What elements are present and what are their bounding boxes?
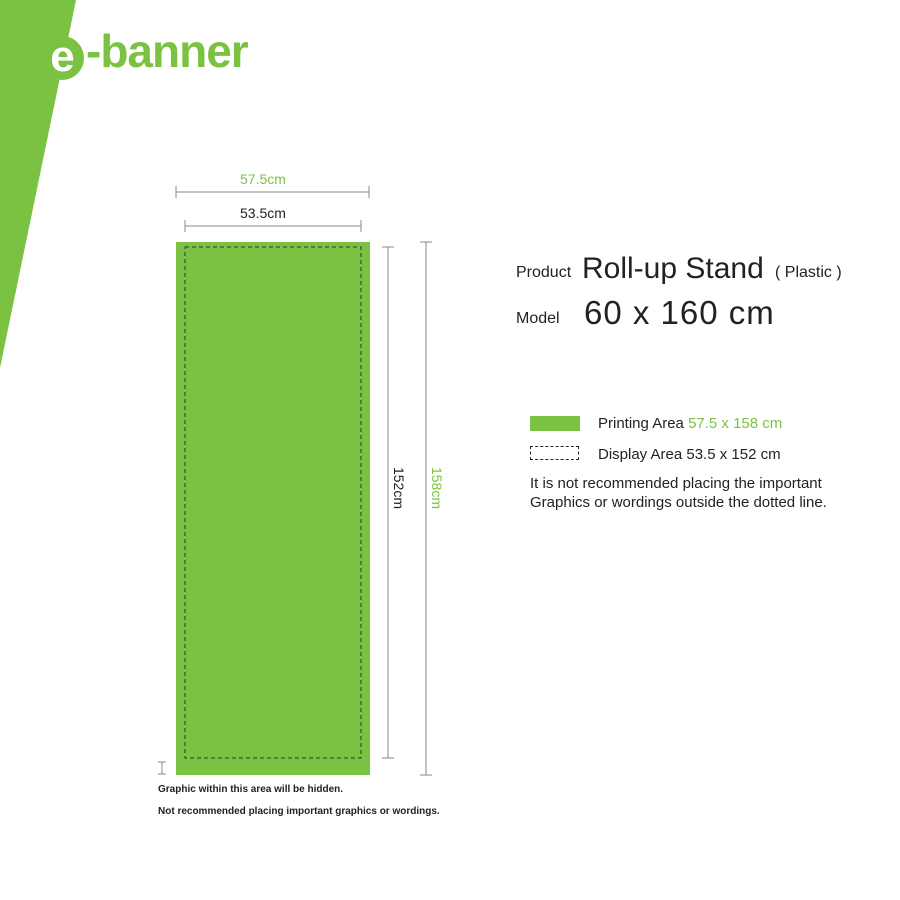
- printing-area-swatch: [530, 416, 580, 431]
- printing-area-legend: Printing Area 57.5 x 158 cm: [598, 415, 782, 432]
- model-label: Model: [516, 310, 560, 327]
- printing-area-legend-size: 57.5 x 158 cm: [688, 415, 783, 432]
- outer-height-label: 158cm: [429, 466, 445, 510]
- placement-note-line1: It is not recommended placing the import…: [530, 475, 822, 492]
- printing-area-legend-label: Printing Area: [598, 415, 684, 432]
- outer-width-label: 57.5cm: [240, 171, 286, 187]
- model-value: 60 x 160 cm: [584, 294, 775, 331]
- logo-text: -banner: [86, 25, 249, 77]
- display-area: [184, 246, 362, 759]
- brand-logo: e -banner: [40, 24, 249, 80]
- hidden-area-marker: [158, 761, 166, 775]
- outer-height-line: [420, 241, 432, 776]
- inner-height-line: [382, 246, 394, 759]
- hidden-area-note: Graphic within this area will be hidden.: [158, 784, 344, 795]
- product-label: Product: [516, 264, 572, 281]
- product-material: ( Plastic ): [775, 264, 842, 281]
- logo-e-icon: e: [40, 35, 84, 80]
- display-area-swatch: [530, 446, 579, 460]
- product-name: Roll-up Stand: [582, 252, 764, 285]
- inner-height-label: 152cm: [391, 466, 407, 510]
- display-area-legend: Display Area 53.5 x 152 cm: [598, 446, 781, 463]
- printing-area: [176, 242, 370, 775]
- inner-width-line: [184, 220, 362, 232]
- placement-note: It is not recommended placing the import…: [530, 474, 870, 512]
- hidden-area-warning: Not recommended placing important graphi…: [158, 806, 440, 817]
- placement-note-line2: Graphics or wordings outside the dotted …: [530, 494, 827, 511]
- outer-width-line: [175, 186, 370, 198]
- inner-width-label: 53.5cm: [240, 205, 286, 221]
